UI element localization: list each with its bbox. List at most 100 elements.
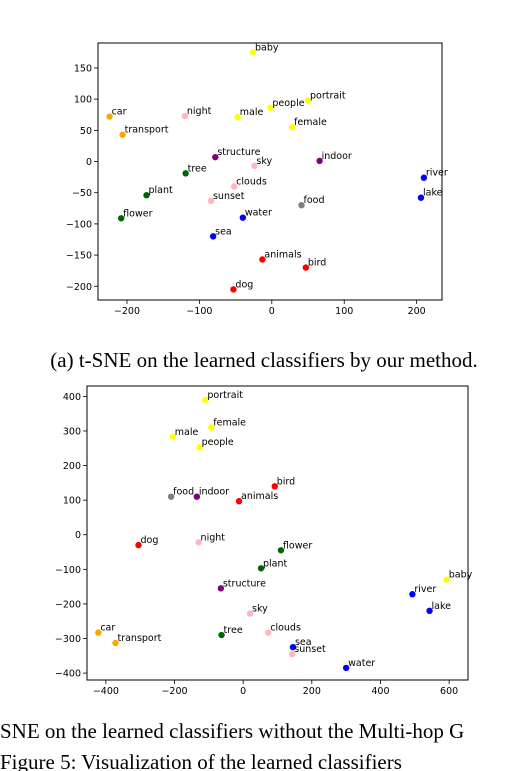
point-label-bird: bird <box>308 258 326 269</box>
point-label-clouds: clouds <box>270 623 301 634</box>
point-label-male: male <box>175 427 199 438</box>
scatter-chart-a: −200 −100 0 100 200 150 100 50 0 −50 −100 −150 −200 b… <box>66 42 448 317</box>
point-label-indoor: indoor <box>322 151 352 162</box>
y-tick-label: −200 <box>66 282 92 293</box>
y-tick-label: 300 <box>63 426 81 437</box>
y-tick-label: −300 <box>55 634 81 645</box>
point-label-lake: lake <box>423 188 443 199</box>
point-label-tree: tree <box>188 163 207 174</box>
point-label-sky: sky <box>256 156 272 167</box>
point-label-people: people <box>202 437 234 448</box>
point-indoor <box>193 493 201 500</box>
point-label-transport: transport <box>117 633 161 644</box>
y-tick-label: −50 <box>72 188 92 199</box>
point-animals <box>235 497 243 505</box>
point-sky <box>251 162 258 170</box>
point-label-plant: plant <box>263 558 288 569</box>
point-label-river: river <box>426 168 448 179</box>
point-people <box>196 444 203 451</box>
point-label-car: car <box>112 107 127 118</box>
y-tick-label: 150 <box>74 63 92 74</box>
point-portrait <box>304 97 312 104</box>
point-bird <box>302 264 310 271</box>
point-lake <box>426 607 433 615</box>
point-food <box>298 201 305 209</box>
point-night <box>195 539 202 546</box>
point-clouds <box>230 183 238 190</box>
y-tick-label: −200 <box>55 599 81 610</box>
x-tick-label: 100 <box>335 306 353 317</box>
point-sea <box>209 233 217 240</box>
point-label-portrait: portrait <box>310 90 346 101</box>
point-label-sea: sea <box>295 637 312 648</box>
point-water <box>239 214 247 221</box>
y-tick-label: −150 <box>66 251 92 262</box>
figure-caption: Figure 5: Visualization of the learned c… <box>0 750 402 771</box>
point-label-baby: baby <box>255 42 279 53</box>
point-tree <box>182 170 189 177</box>
point-transport <box>112 639 119 647</box>
point-label-female: female <box>213 418 246 429</box>
y-tick-label: 50 <box>80 126 92 137</box>
point-label-flower: flower <box>283 540 312 551</box>
point-dog <box>135 541 142 549</box>
x-tick-label: 400 <box>371 686 389 697</box>
point-label-animals: animals <box>241 491 278 502</box>
point-sky <box>246 610 254 617</box>
caption-a: (a) t-SNE on the learned classifiers by … <box>50 348 477 372</box>
point-label-flower: flower <box>123 208 152 219</box>
point-car <box>106 113 113 120</box>
point-label-structure: structure <box>217 147 260 158</box>
point-label-night: night <box>201 532 226 543</box>
point-night <box>181 112 189 120</box>
x-tick-label: −200 <box>114 306 140 317</box>
x-tick-label: −200 <box>161 686 187 697</box>
x-tick-label: 600 <box>440 686 458 697</box>
point-female <box>208 424 215 431</box>
point-label-clouds: clouds <box>236 176 267 187</box>
point-label-water: water <box>245 208 272 219</box>
point-portrait <box>202 396 209 404</box>
point-indoor <box>316 157 323 165</box>
point-label-male: male <box>240 107 264 118</box>
point-clouds <box>265 629 272 636</box>
y-tick-label: 100 <box>63 496 81 507</box>
y-tick-label: 0 <box>86 157 92 168</box>
point-people <box>267 104 274 112</box>
caption-b: SNE on the learned classifiers without t… <box>0 719 464 743</box>
point-label-baby: baby <box>449 570 473 581</box>
point-label-transport: transport <box>125 125 169 136</box>
point-water <box>342 664 350 672</box>
y-tick-label: −100 <box>66 219 92 230</box>
point-label-bird: bird <box>277 476 295 487</box>
point-female <box>288 124 296 131</box>
point-river <box>420 174 428 181</box>
point-label-people: people <box>272 98 304 109</box>
point-label-sunset: sunset <box>294 644 326 655</box>
point-label-dog: dog <box>235 279 253 290</box>
point-male <box>169 433 177 441</box>
point-transport <box>119 131 126 138</box>
point-label-tree: tree <box>224 625 243 636</box>
x-tick-label: 200 <box>303 686 321 697</box>
point-baby <box>249 49 257 56</box>
x-tick-label: −400 <box>93 686 119 697</box>
point-label-water: water <box>348 658 375 669</box>
x-tick-label: −100 <box>186 306 212 317</box>
point-label-dog: dog <box>140 535 158 546</box>
point-sea <box>289 643 297 651</box>
point-label-sky: sky <box>252 604 268 615</box>
point-label-night: night <box>187 106 212 117</box>
point-label-food: food <box>173 487 194 498</box>
plot-frame-a <box>97 42 443 301</box>
point-label-structure: structure <box>223 578 266 589</box>
y-tick-label: −100 <box>55 565 81 576</box>
point-animals <box>259 256 266 263</box>
y-tick-label: 0 <box>75 530 81 541</box>
point-label-food: food <box>304 195 325 206</box>
point-label-indoor: indoor <box>199 487 229 498</box>
point-structure <box>212 153 219 161</box>
point-label-animals: animals <box>264 249 301 260</box>
x-tick-label: 0 <box>240 686 246 697</box>
